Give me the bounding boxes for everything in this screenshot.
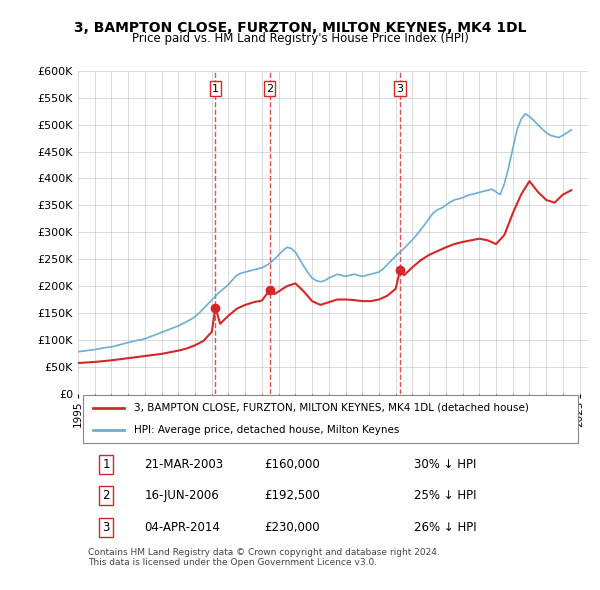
Text: 2: 2	[266, 84, 273, 94]
Text: Contains HM Land Registry data © Crown copyright and database right 2024.
This d: Contains HM Land Registry data © Crown c…	[88, 548, 440, 567]
Text: HPI: Average price, detached house, Milton Keynes: HPI: Average price, detached house, Milt…	[134, 425, 400, 435]
Text: £192,500: £192,500	[264, 489, 320, 502]
Text: £230,000: £230,000	[265, 521, 320, 534]
Text: 25% ↓ HPI: 25% ↓ HPI	[414, 489, 476, 502]
Text: 26% ↓ HPI: 26% ↓ HPI	[414, 521, 476, 534]
Text: 3: 3	[103, 521, 110, 534]
Text: Price paid vs. HM Land Registry's House Price Index (HPI): Price paid vs. HM Land Registry's House …	[131, 32, 469, 45]
Text: 3: 3	[397, 84, 404, 94]
Text: 21-MAR-2003: 21-MAR-2003	[145, 458, 223, 471]
Text: 3, BAMPTON CLOSE, FURZTON, MILTON KEYNES, MK4 1DL (detached house): 3, BAMPTON CLOSE, FURZTON, MILTON KEYNES…	[134, 403, 529, 413]
Text: £160,000: £160,000	[265, 458, 320, 471]
Text: 1: 1	[212, 84, 219, 94]
Text: 16-JUN-2006: 16-JUN-2006	[145, 489, 219, 502]
Text: 2: 2	[102, 489, 110, 502]
Text: 1: 1	[102, 458, 110, 471]
Text: 30% ↓ HPI: 30% ↓ HPI	[414, 458, 476, 471]
FancyBboxPatch shape	[83, 395, 578, 444]
Text: 04-APR-2014: 04-APR-2014	[145, 521, 220, 534]
Text: 3, BAMPTON CLOSE, FURZTON, MILTON KEYNES, MK4 1DL: 3, BAMPTON CLOSE, FURZTON, MILTON KEYNES…	[74, 21, 526, 35]
